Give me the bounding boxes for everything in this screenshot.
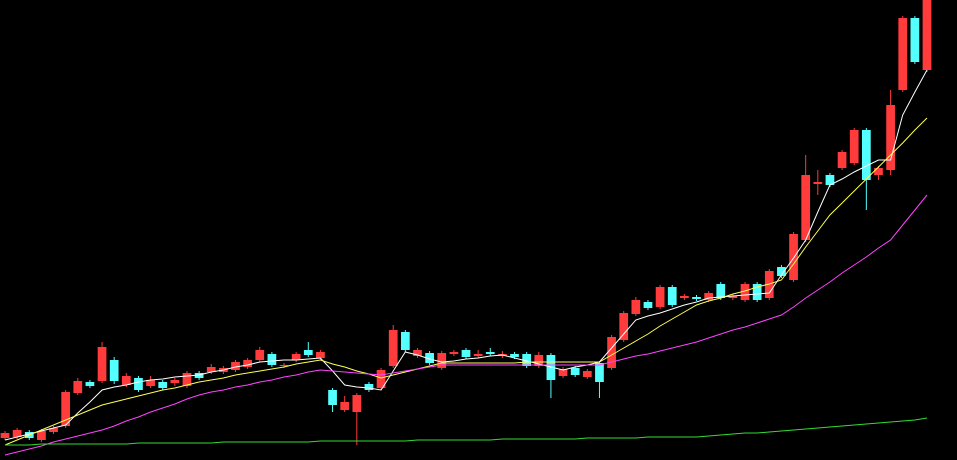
candle-body	[255, 350, 265, 360]
candle-body	[813, 182, 823, 184]
candle-body	[61, 392, 71, 426]
candle-body	[522, 354, 532, 366]
candle-body	[73, 381, 83, 393]
candle-body	[728, 296, 738, 298]
moving-average-line	[4, 194, 928, 456]
candle-body	[680, 296, 689, 298]
candle-body	[898, 18, 908, 90]
candle-body	[376, 370, 386, 388]
candle-body	[595, 363, 604, 382]
candle-body	[667, 287, 677, 305]
candle-body	[619, 313, 629, 340]
candle-body	[134, 378, 143, 390]
candle-body	[121, 376, 131, 385]
candle-body	[85, 382, 95, 386]
candle-body	[328, 390, 337, 405]
candle-body	[789, 234, 798, 280]
candle-body	[109, 360, 119, 381]
candle-body	[158, 382, 168, 388]
candle-body	[752, 284, 762, 300]
candle-body	[849, 130, 859, 163]
candle-body	[631, 300, 641, 314]
candle-body	[0, 433, 10, 438]
candle-body	[643, 302, 653, 308]
candle-body	[291, 354, 301, 360]
candle-body	[704, 293, 713, 300]
candle-body	[388, 330, 398, 366]
candle-body	[655, 287, 665, 307]
candle-body	[352, 395, 362, 412]
candle-body	[425, 353, 434, 363]
candle-body	[267, 354, 277, 365]
candle-body	[400, 332, 410, 350]
candle-body	[182, 373, 192, 386]
candle-body	[825, 175, 835, 185]
candle-body	[740, 284, 750, 300]
candle-body	[801, 175, 811, 240]
candle-body	[582, 371, 592, 377]
candle-body	[279, 365, 289, 366]
moving-average-line	[5, 417, 928, 446]
candle-body	[231, 362, 240, 370]
moving-average-line	[4, 69, 928, 441]
candle-body	[316, 352, 325, 358]
candle-body	[922, 0, 932, 70]
candle-body	[364, 384, 374, 390]
candle-body	[473, 354, 483, 356]
candle-body	[206, 367, 216, 372]
candle-body	[510, 354, 519, 357]
candle-body	[874, 168, 883, 175]
candle-body	[243, 360, 252, 367]
candle-body	[692, 297, 701, 299]
candle-body	[437, 353, 447, 368]
candle-body	[449, 352, 459, 354]
candle-body	[777, 267, 786, 276]
candle-body	[12, 430, 22, 437]
candle-body	[716, 284, 726, 298]
candle-body	[570, 368, 580, 375]
candle-body	[861, 130, 871, 180]
candle-body	[485, 352, 495, 354]
candle-body	[886, 105, 895, 170]
moving-average-line	[4, 117, 928, 446]
candle-body	[607, 337, 616, 368]
candle-body	[303, 350, 313, 355]
candle-body	[534, 355, 544, 366]
candle-body	[461, 350, 471, 357]
candle-body	[97, 347, 107, 381]
candle-body	[146, 380, 155, 386]
candle-body	[413, 350, 422, 356]
candle-body	[910, 18, 920, 62]
candle-body	[837, 152, 847, 168]
candle-body	[558, 369, 568, 376]
candle-body	[37, 431, 46, 440]
candle-body	[49, 428, 58, 432]
candle-body	[340, 402, 350, 410]
candle-body	[170, 380, 180, 383]
